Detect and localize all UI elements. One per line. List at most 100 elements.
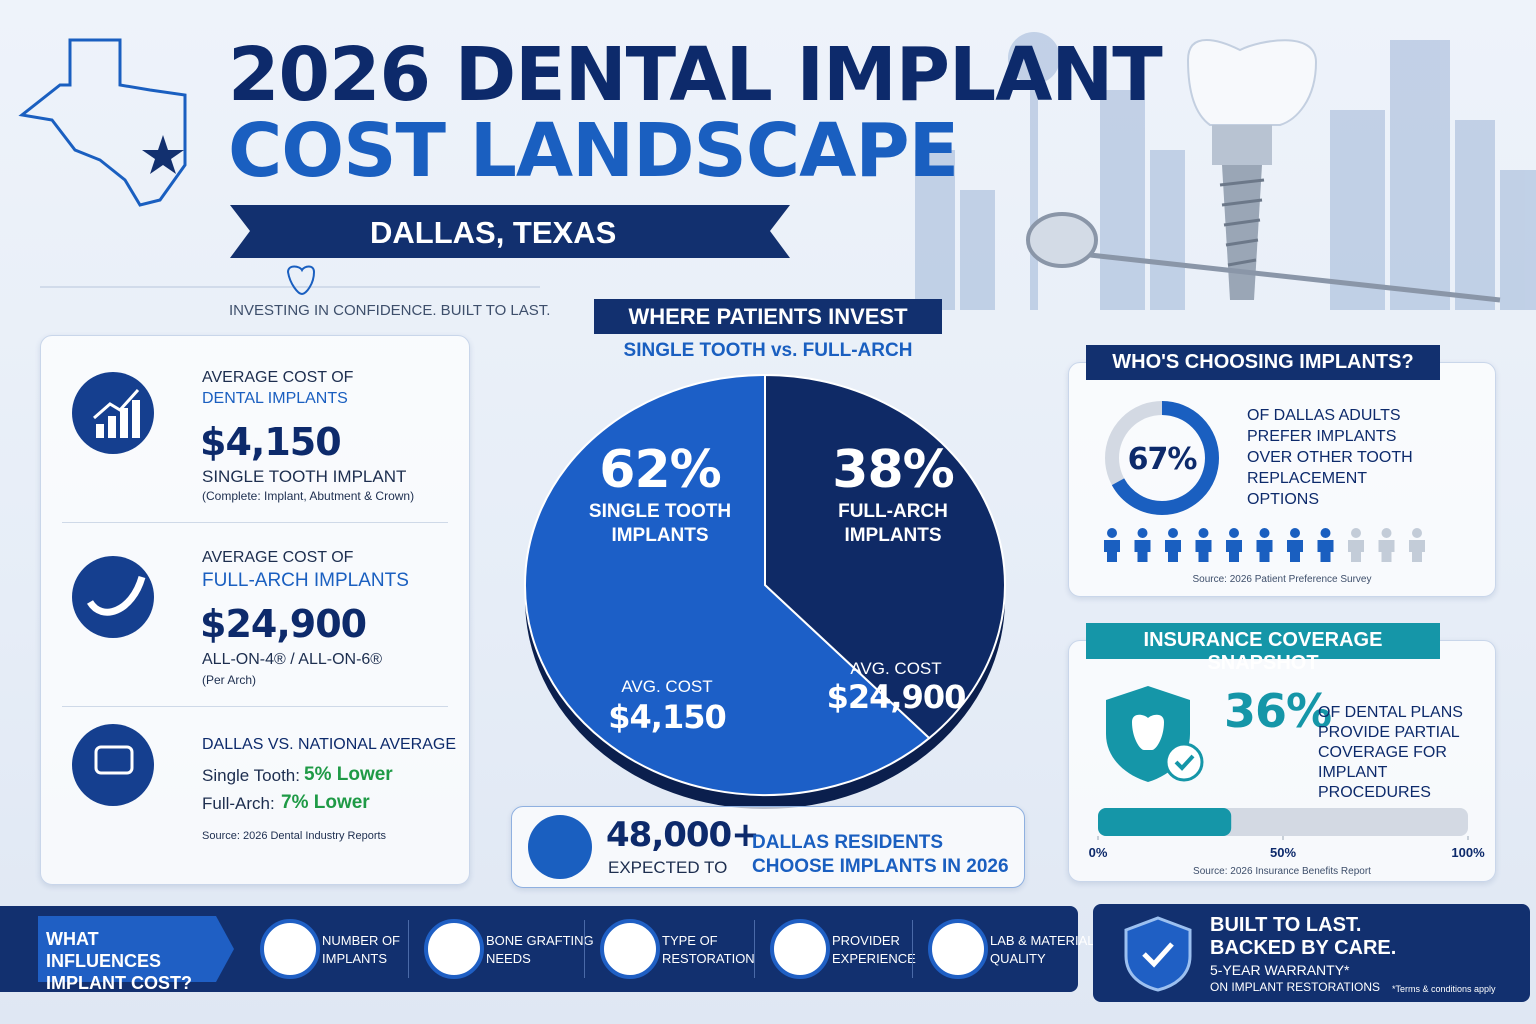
person-body <box>1348 540 1364 562</box>
x-tick-label: 100% <box>1451 845 1485 860</box>
slice-label: SINGLE TOOTH IMPLANTS <box>588 501 732 546</box>
person-head <box>1320 528 1331 538</box>
location: DALLAS, TEXAS <box>370 215 617 250</box>
person-icon <box>1134 528 1151 562</box>
texas-outline <box>18 38 187 207</box>
residents-value: 48,000+ <box>606 815 760 855</box>
person-head <box>1351 528 1361 538</box>
pie-slice <box>524 373 931 796</box>
source: Source: 2026 Patient Preference Survey <box>1192 574 1372 585</box>
cost-note: (Complete: Implant, Abutment & Crown) <box>202 489 415 503</box>
person-icon <box>1378 528 1395 562</box>
cost-name: SINGLE TOOTH IMPLANT <box>202 467 407 486</box>
panel-title-bar <box>1086 623 1440 659</box>
people-icon <box>528 815 592 879</box>
x-tick-label: 50% <box>1270 845 1296 860</box>
bar <box>1098 808 1232 836</box>
divider <box>62 706 448 707</box>
badge-line: BUILT TO LAST. <box>1210 914 1362 936</box>
cost-label: $4,150 <box>608 698 726 736</box>
badge-line: 5-YEAR WARRANTY* <box>1210 962 1350 978</box>
person-body <box>1195 540 1212 562</box>
person-head <box>1137 528 1148 538</box>
cost-label: AVERAGE COST OF <box>202 549 354 566</box>
badge-line: ON IMPLANT RESTORATIONS <box>1210 980 1381 994</box>
star-icon <box>142 135 184 174</box>
chart-icon <box>72 372 154 454</box>
icon-glyphs <box>87 388 146 775</box>
x-tick-label: 0% <box>1089 845 1108 860</box>
badge-line: BACKED BY CARE. <box>1210 937 1397 959</box>
divider <box>408 920 409 978</box>
chart-title-bar <box>594 299 942 334</box>
person-body <box>1226 540 1242 562</box>
person-head <box>1198 528 1209 538</box>
factor-label: PROVIDER EXPERIENCE <box>832 933 916 966</box>
person-body <box>1256 540 1273 562</box>
factor-label: LAB & MATERIAL QUALITY <box>990 933 1095 966</box>
residents-sub: EXPECTED TO <box>608 858 728 877</box>
person-icon <box>1287 528 1303 562</box>
shield-icon <box>1106 686 1204 782</box>
cost-label: AVERAGE COST OF <box>202 369 354 386</box>
person-body <box>1134 540 1151 562</box>
divider <box>912 920 913 978</box>
person-icon <box>1317 528 1334 562</box>
cost-caption: AVG. COST <box>621 677 713 696</box>
residents-text: CHOOSE IMPLANTS IN 2026 <box>752 856 1009 877</box>
person-icon <box>1409 528 1425 562</box>
person-body <box>1165 540 1181 562</box>
skyline <box>915 32 1536 310</box>
donut-text: OF DALLAS ADULTS PREFER IMPLANTS OVER OT… <box>1247 407 1413 508</box>
cost-note: (Per Arch) <box>202 673 257 687</box>
tooth-icon <box>286 265 316 296</box>
cost-value: $4,150 <box>200 420 342 464</box>
divider <box>754 920 755 978</box>
comparison-title: DALLAS VS. NATIONAL AVERAGE <box>202 736 457 753</box>
factors: NUMBER OF IMPLANTS BONE GRAFTING NEEDS TYP… <box>0 906 1094 992</box>
comparison-label: Full-Arch: <box>202 794 275 813</box>
donut-value: 67% <box>1127 442 1198 477</box>
person-head <box>1229 528 1239 538</box>
people-row <box>1104 528 1425 562</box>
donut-arc <box>1105 401 1219 515</box>
factor-icon <box>770 919 830 979</box>
panel-title-bar <box>1086 345 1440 380</box>
cost-highlight: FULL-ARCH IMPLANTS <box>202 570 409 591</box>
cost-label: $24,900 <box>826 678 967 716</box>
cost-name: ALL-ON-4® / ALL-ON-6® <box>202 651 383 668</box>
person-body <box>1409 540 1425 562</box>
cost-caption: AVG. COST <box>850 659 942 678</box>
factor-icon <box>928 919 988 979</box>
wallet-icon <box>72 724 154 806</box>
badge-note: *Terms & conditions apply <box>1392 984 1496 994</box>
source: Source: 2026 Dental Industry Reports <box>202 830 387 842</box>
chart-title: WHERE PATIENTS INVEST <box>628 304 908 329</box>
panel-title: INSURANCE COVERAGE SNAPSHOT <box>1143 629 1383 674</box>
person-head <box>1259 528 1270 538</box>
tagline: INVESTING IN CONFIDENCE. BUILT TO LAST. <box>229 302 551 319</box>
chart-subtitle: SINGLE TOOTH vs. FULL-ARCH <box>623 340 913 361</box>
person-icon <box>1165 528 1181 562</box>
factor-icon <box>424 919 484 979</box>
donut-chart <box>1105 401 1219 515</box>
arch-icon <box>72 556 154 638</box>
comparison-label: Single Tooth: <box>202 766 300 785</box>
bar-value: 36% <box>1224 684 1332 738</box>
factor-label: BONE GRAFTING NEEDS <box>486 933 594 966</box>
cost-value: $24,900 <box>200 602 367 646</box>
person-body <box>1378 540 1395 562</box>
slice-value: 62% <box>599 440 721 500</box>
source: Source: 2026 Insurance Benefits Report <box>1193 866 1371 877</box>
cost-highlight: DENTAL IMPLANTS <box>202 390 348 407</box>
residents-box <box>511 806 1025 888</box>
factor-label: NUMBER OF IMPLANTS <box>322 933 400 966</box>
person-head <box>1381 528 1392 538</box>
comparison-value: 5% Lower <box>304 764 393 785</box>
implant-illustration <box>1026 39 1501 303</box>
person-icon <box>1348 528 1364 562</box>
person-body <box>1317 540 1334 562</box>
person-icon <box>1256 528 1273 562</box>
pie-slice <box>764 373 1006 740</box>
